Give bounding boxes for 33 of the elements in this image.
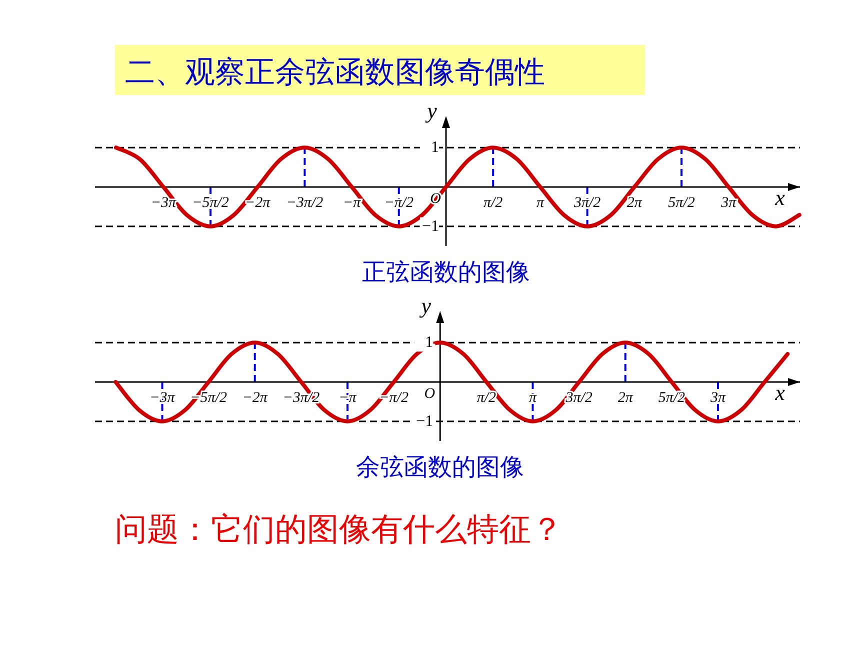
y-tick-label: 1 [425, 334, 434, 352]
x-tick-label: −3π [150, 194, 176, 211]
annotation: O [424, 386, 436, 402]
y-tick-label: 1 [431, 139, 439, 156]
x-tick-label: −2π [245, 194, 271, 211]
x-tick-label: 2π [626, 194, 642, 211]
x-tick-label: −π/2 [379, 390, 409, 406]
y-tick-label: −1 [416, 412, 434, 430]
x-tick-label: −π [338, 390, 357, 406]
x-tick-label: π/2 [476, 390, 497, 406]
x-tick-label: 3π [720, 194, 737, 211]
y-axis-title: y [419, 293, 432, 318]
x-tick-label: −5π/2 [192, 194, 230, 211]
text: 二、观察正余弦函数图像奇偶性 [125, 56, 545, 89]
x-tick-label: π/2 [484, 194, 504, 211]
x-tick-label: π [536, 194, 544, 211]
x-axis-title: x [774, 184, 786, 210]
x-tick-label: −3π/2 [286, 194, 324, 211]
x-tick-label: −π [342, 194, 362, 211]
x-tick-label: 5π/2 [668, 194, 696, 211]
y-axis-title: y [425, 98, 438, 123]
x-tick-label: 3π [709, 390, 726, 406]
x-tick-label: −π/2 [384, 194, 414, 211]
x-tick-label: −2π [242, 390, 268, 406]
text: 余弦函数的图像 [356, 454, 524, 481]
text: 问题：它们的图像有什么特征？ [115, 511, 563, 547]
text: 正弦函数的图像 [362, 259, 530, 286]
x-tick-label: 2π [618, 390, 634, 406]
x-tick-label: −3π [150, 390, 176, 406]
y-tick-label: −1 [422, 218, 439, 235]
x-tick-label: π [528, 390, 537, 406]
x-tick-label: 3π/2 [572, 194, 602, 211]
x-axis-title: x [774, 380, 786, 405]
